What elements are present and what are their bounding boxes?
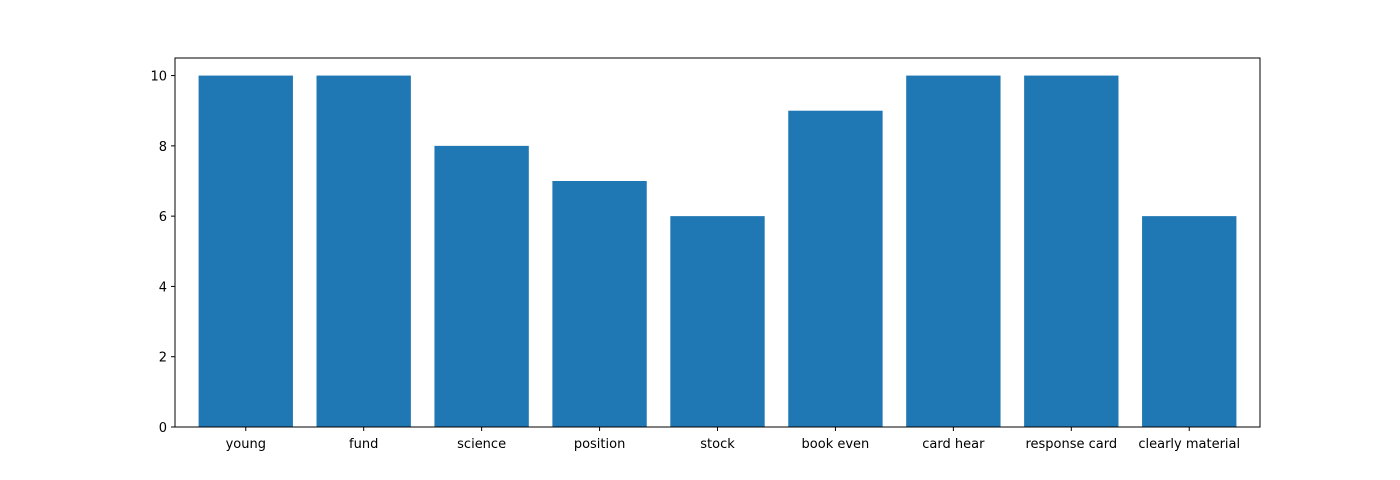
bar-fund (316, 75, 411, 428)
plot-frame (174, 57, 1261, 428)
bar-card-hear (906, 75, 1001, 428)
x-tick-label: response card (1025, 437, 1117, 452)
bar-response-card (1024, 75, 1119, 428)
x-axis: young fund science position stock book even ca… (226, 427, 1240, 452)
bar-stock (670, 216, 765, 427)
y-tick-label: 0 (159, 421, 167, 436)
x-tick-label: science (457, 437, 506, 452)
x-tick-label: stock (700, 437, 735, 452)
y-tick-label: 4 (159, 280, 167, 295)
bar-position (552, 181, 647, 427)
x-tick-label: clearly material (1138, 437, 1240, 452)
y-tick-label: 2 (159, 351, 167, 366)
x-tick-label: book even (802, 437, 870, 452)
y-tick-label: 10 (150, 70, 167, 85)
bar-young (198, 75, 293, 428)
y-tick-label: 6 (159, 210, 167, 225)
bar-science (434, 145, 529, 427)
y-axis: 0 2 4 6 8 10 (150, 70, 175, 436)
bar-clearly-material (1142, 216, 1237, 427)
x-tick-label: position (574, 437, 626, 452)
bars-group (198, 75, 1237, 428)
bar-book-even (788, 110, 883, 427)
x-tick-label: young (226, 437, 266, 452)
y-tick-label: 8 (159, 140, 167, 155)
x-tick-label: fund (349, 437, 378, 452)
x-tick-label: card hear (922, 437, 985, 452)
